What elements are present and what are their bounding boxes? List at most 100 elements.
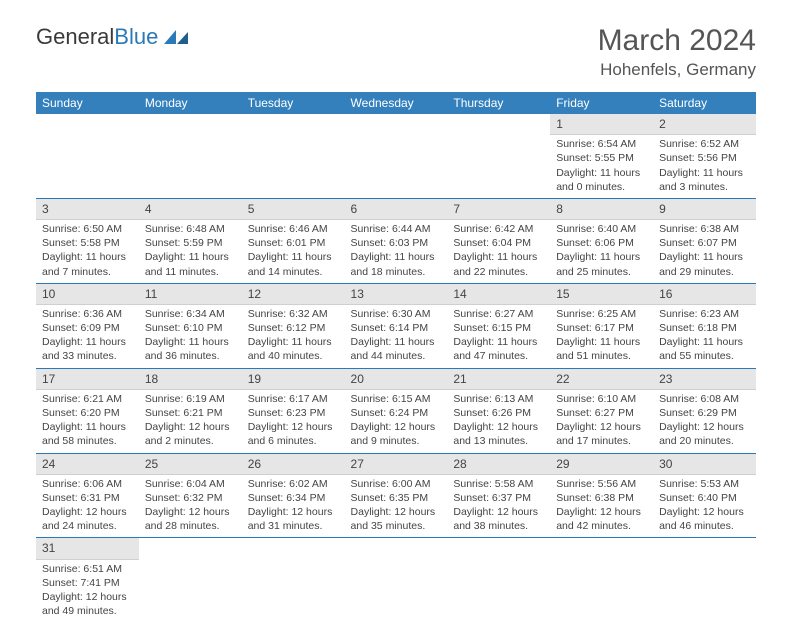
daylight-text: Daylight: 11 hours and 44 minutes. — [351, 335, 442, 363]
sunrise-text: Sunrise: 6:40 AM — [556, 222, 647, 236]
calendar-cell: 14Sunrise: 6:27 AMSunset: 6:15 PMDayligh… — [447, 283, 550, 368]
day-number: 5 — [242, 199, 345, 220]
day-content: Sunrise: 6:30 AMSunset: 6:14 PMDaylight:… — [345, 305, 448, 368]
day-header: Wednesday — [345, 92, 448, 114]
calendar-cell: 16Sunrise: 6:23 AMSunset: 6:18 PMDayligh… — [653, 283, 756, 368]
sunset-text: Sunset: 6:24 PM — [351, 406, 442, 420]
day-content: Sunrise: 5:53 AMSunset: 6:40 PMDaylight:… — [653, 475, 756, 538]
calendar-cell: 24Sunrise: 6:06 AMSunset: 6:31 PMDayligh… — [36, 453, 139, 538]
calendar-cell: 23Sunrise: 6:08 AMSunset: 6:29 PMDayligh… — [653, 368, 756, 453]
day-content: Sunrise: 6:54 AMSunset: 5:55 PMDaylight:… — [550, 135, 653, 198]
logo-text-a: General — [36, 24, 114, 50]
daylight-text: Daylight: 12 hours and 24 minutes. — [42, 505, 133, 533]
day-number: 7 — [447, 199, 550, 220]
sunset-text: Sunset: 6:01 PM — [248, 236, 339, 250]
daylight-text: Daylight: 11 hours and 40 minutes. — [248, 335, 339, 363]
calendar-cell: 18Sunrise: 6:19 AMSunset: 6:21 PMDayligh… — [139, 368, 242, 453]
day-number: 31 — [36, 538, 139, 559]
day-number: 30 — [653, 454, 756, 475]
header: GeneralBlue March 2024 Hohenfels, German… — [36, 24, 756, 80]
calendar-cell: 12Sunrise: 6:32 AMSunset: 6:12 PMDayligh… — [242, 283, 345, 368]
calendar-cell — [36, 114, 139, 198]
day-content: Sunrise: 6:17 AMSunset: 6:23 PMDaylight:… — [242, 390, 345, 453]
day-number: 20 — [345, 369, 448, 390]
day-content: Sunrise: 6:36 AMSunset: 6:09 PMDaylight:… — [36, 305, 139, 368]
day-content: Sunrise: 6:25 AMSunset: 6:17 PMDaylight:… — [550, 305, 653, 368]
sunrise-text: Sunrise: 6:42 AM — [453, 222, 544, 236]
sunrise-text: Sunrise: 6:32 AM — [248, 307, 339, 321]
sunset-text: Sunset: 6:35 PM — [351, 491, 442, 505]
day-header: Monday — [139, 92, 242, 114]
sunrise-text: Sunrise: 6:04 AM — [145, 477, 236, 491]
daylight-text: Daylight: 11 hours and 0 minutes. — [556, 166, 647, 194]
day-number: 25 — [139, 454, 242, 475]
sunset-text: Sunset: 6:17 PM — [556, 321, 647, 335]
calendar-cell: 27Sunrise: 6:00 AMSunset: 6:35 PMDayligh… — [345, 453, 448, 538]
sunset-text: Sunset: 6:32 PM — [145, 491, 236, 505]
sunrise-text: Sunrise: 6:08 AM — [659, 392, 750, 406]
sunset-text: Sunset: 6:26 PM — [453, 406, 544, 420]
sunrise-text: Sunrise: 6:21 AM — [42, 392, 133, 406]
day-content: Sunrise: 6:51 AMSunset: 7:41 PMDaylight:… — [36, 560, 139, 622]
day-content: Sunrise: 6:34 AMSunset: 6:10 PMDaylight:… — [139, 305, 242, 368]
daylight-text: Daylight: 12 hours and 42 minutes. — [556, 505, 647, 533]
daylight-text: Daylight: 12 hours and 35 minutes. — [351, 505, 442, 533]
sunrise-text: Sunrise: 6:02 AM — [248, 477, 339, 491]
day-header: Sunday — [36, 92, 139, 114]
sunrise-text: Sunrise: 6:19 AM — [145, 392, 236, 406]
sunset-text: Sunset: 6:09 PM — [42, 321, 133, 335]
sunset-text: Sunset: 6:20 PM — [42, 406, 133, 420]
day-number: 12 — [242, 284, 345, 305]
daylight-text: Daylight: 11 hours and 47 minutes. — [453, 335, 544, 363]
sunrise-text: Sunrise: 6:15 AM — [351, 392, 442, 406]
day-content: Sunrise: 6:38 AMSunset: 6:07 PMDaylight:… — [653, 220, 756, 283]
daylight-text: Daylight: 12 hours and 38 minutes. — [453, 505, 544, 533]
day-content: Sunrise: 6:50 AMSunset: 5:58 PMDaylight:… — [36, 220, 139, 283]
day-content: Sunrise: 6:44 AMSunset: 6:03 PMDaylight:… — [345, 220, 448, 283]
day-header: Thursday — [447, 92, 550, 114]
sunset-text: Sunset: 6:06 PM — [556, 236, 647, 250]
calendar-cell: 1Sunrise: 6:54 AMSunset: 5:55 PMDaylight… — [550, 114, 653, 198]
day-number: 16 — [653, 284, 756, 305]
day-content: Sunrise: 6:00 AMSunset: 6:35 PMDaylight:… — [345, 475, 448, 538]
daylight-text: Daylight: 11 hours and 36 minutes. — [145, 335, 236, 363]
location: Hohenfels, Germany — [598, 60, 756, 80]
sunrise-text: Sunrise: 6:06 AM — [42, 477, 133, 491]
sunrise-text: Sunrise: 6:34 AM — [145, 307, 236, 321]
day-content: Sunrise: 6:04 AMSunset: 6:32 PMDaylight:… — [139, 475, 242, 538]
day-header: Saturday — [653, 92, 756, 114]
daylight-text: Daylight: 11 hours and 58 minutes. — [42, 420, 133, 448]
day-number: 15 — [550, 284, 653, 305]
daylight-text: Daylight: 12 hours and 31 minutes. — [248, 505, 339, 533]
sunrise-text: Sunrise: 6:52 AM — [659, 137, 750, 151]
sunset-text: Sunset: 6:31 PM — [42, 491, 133, 505]
calendar-cell — [242, 114, 345, 198]
sunset-text: Sunset: 6:04 PM — [453, 236, 544, 250]
sunrise-text: Sunrise: 6:48 AM — [145, 222, 236, 236]
sunset-text: Sunset: 5:55 PM — [556, 151, 647, 165]
sunrise-text: Sunrise: 6:25 AM — [556, 307, 647, 321]
sunset-text: Sunset: 6:18 PM — [659, 321, 750, 335]
day-number: 28 — [447, 454, 550, 475]
calendar-head: SundayMondayTuesdayWednesdayThursdayFrid… — [36, 92, 756, 114]
calendar-cell: 2Sunrise: 6:52 AMSunset: 5:56 PMDaylight… — [653, 114, 756, 198]
calendar-table: SundayMondayTuesdayWednesdayThursdayFrid… — [36, 92, 756, 622]
day-number: 14 — [447, 284, 550, 305]
daylight-text: Daylight: 11 hours and 29 minutes. — [659, 250, 750, 278]
daylight-text: Daylight: 11 hours and 11 minutes. — [145, 250, 236, 278]
daylight-text: Daylight: 11 hours and 33 minutes. — [42, 335, 133, 363]
day-number: 19 — [242, 369, 345, 390]
calendar-cell — [447, 114, 550, 198]
daylight-text: Daylight: 12 hours and 17 minutes. — [556, 420, 647, 448]
daylight-text: Daylight: 11 hours and 22 minutes. — [453, 250, 544, 278]
calendar-cell: 31Sunrise: 6:51 AMSunset: 7:41 PMDayligh… — [36, 538, 139, 622]
sunrise-text: Sunrise: 6:17 AM — [248, 392, 339, 406]
sunset-text: Sunset: 6:38 PM — [556, 491, 647, 505]
day-number: 26 — [242, 454, 345, 475]
title-block: March 2024 Hohenfels, Germany — [598, 24, 756, 80]
calendar-cell — [447, 538, 550, 622]
sunset-text: Sunset: 6:03 PM — [351, 236, 442, 250]
day-content: Sunrise: 6:46 AMSunset: 6:01 PMDaylight:… — [242, 220, 345, 283]
sunset-text: Sunset: 6:27 PM — [556, 406, 647, 420]
day-number: 13 — [345, 284, 448, 305]
